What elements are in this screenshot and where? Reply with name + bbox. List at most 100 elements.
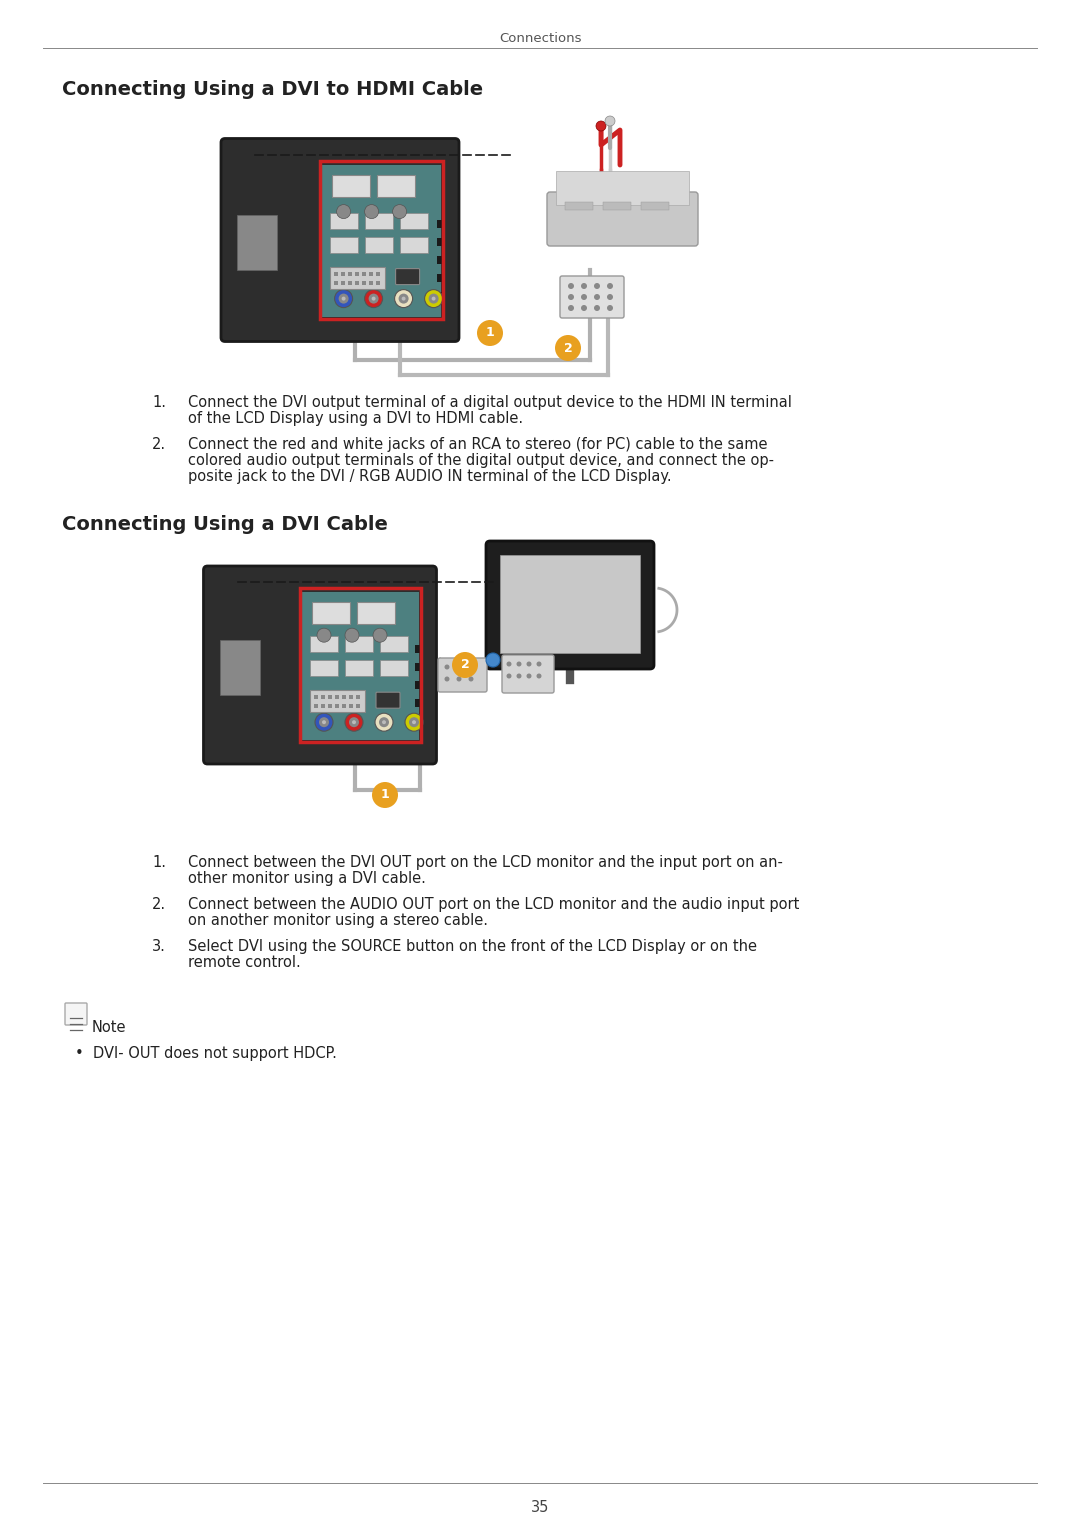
Text: 1.: 1. [152, 855, 166, 870]
Bar [334, 281, 338, 284]
Circle shape [457, 664, 461, 669]
Text: Connecting Using a DVI to HDMI Cable: Connecting Using a DVI to HDMI Cable [62, 79, 483, 99]
Bar [322, 165, 442, 316]
Bar [335, 695, 339, 699]
Circle shape [507, 661, 512, 666]
Circle shape [516, 661, 522, 666]
Bar [400, 237, 428, 252]
Circle shape [607, 282, 613, 289]
Circle shape [372, 296, 376, 301]
Bar [345, 660, 373, 676]
Circle shape [432, 296, 435, 301]
Bar [349, 704, 353, 709]
Bar [349, 695, 353, 699]
Text: Connect the DVI output terminal of a digital output device to the HDMI IN termin: Connect the DVI output terminal of a dig… [188, 395, 792, 411]
Bar [380, 637, 408, 652]
Circle shape [315, 713, 333, 731]
Circle shape [352, 721, 356, 724]
Bar [300, 588, 421, 742]
Circle shape [373, 628, 387, 643]
Text: colored audio output terminals of the digital output device, and connect the op-: colored audio output terminals of the di… [188, 454, 774, 467]
FancyBboxPatch shape [395, 269, 420, 284]
Bar [328, 695, 332, 699]
Bar [376, 281, 379, 284]
Circle shape [537, 673, 541, 678]
Text: on another monitor using a stereo cable.: on another monitor using a stereo cable. [188, 913, 488, 928]
Text: Connect between the AUDIO OUT port on the LCD monitor and the audio input port: Connect between the AUDIO OUT port on th… [188, 896, 799, 912]
Circle shape [339, 293, 349, 304]
Bar [376, 272, 379, 275]
Bar [302, 592, 419, 741]
Bar [320, 160, 443, 319]
Bar [400, 212, 428, 229]
Circle shape [469, 676, 473, 681]
Circle shape [581, 282, 588, 289]
Circle shape [457, 676, 461, 681]
Bar [365, 237, 393, 252]
Bar [310, 690, 365, 712]
Circle shape [429, 293, 438, 304]
Circle shape [607, 295, 613, 299]
Bar [237, 215, 276, 270]
Circle shape [424, 290, 443, 307]
Bar [348, 281, 352, 284]
Circle shape [341, 296, 346, 301]
Circle shape [382, 721, 386, 724]
Bar [500, 554, 640, 654]
Bar [340, 272, 345, 275]
Bar [642, 202, 669, 211]
Text: Connect the red and white jacks of an RCA to stereo (for PC) cable to the same: Connect the red and white jacks of an RC… [188, 437, 768, 452]
Circle shape [394, 290, 413, 307]
Circle shape [411, 721, 416, 724]
Bar [310, 660, 338, 676]
Circle shape [555, 334, 581, 360]
Circle shape [445, 676, 449, 681]
Circle shape [345, 713, 363, 731]
Bar [340, 281, 345, 284]
Bar [345, 637, 373, 652]
Circle shape [365, 205, 379, 218]
Text: 2: 2 [564, 342, 572, 354]
Circle shape [399, 293, 408, 304]
Text: of the LCD Display using a DVI to HDMI cable.: of the LCD Display using a DVI to HDMI c… [188, 411, 523, 426]
Bar [342, 704, 346, 709]
Circle shape [537, 661, 541, 666]
Circle shape [469, 664, 473, 669]
Bar [354, 281, 359, 284]
Circle shape [568, 305, 573, 312]
Circle shape [594, 305, 600, 312]
Circle shape [372, 782, 399, 808]
Bar [328, 704, 332, 709]
Bar [437, 273, 445, 282]
Bar [362, 272, 366, 275]
Bar [312, 602, 350, 625]
Bar [321, 695, 325, 699]
Circle shape [368, 293, 379, 304]
Text: 2.: 2. [152, 437, 166, 452]
Text: Select DVI using the SOURCE button on the front of the LCD Display or on the: Select DVI using the SOURCE button on th… [188, 939, 757, 954]
Text: 35: 35 [530, 1500, 550, 1515]
Circle shape [409, 718, 419, 727]
Bar [342, 695, 346, 699]
Circle shape [337, 205, 351, 218]
Bar [603, 202, 631, 211]
Bar [321, 704, 325, 709]
Bar [437, 257, 445, 264]
Text: 1: 1 [486, 327, 495, 339]
Bar [368, 281, 373, 284]
Circle shape [477, 321, 503, 347]
Bar [356, 704, 360, 709]
Text: Connections: Connections [499, 32, 581, 44]
Bar [415, 699, 422, 707]
Bar [415, 681, 422, 689]
Circle shape [596, 121, 606, 131]
Bar [415, 718, 422, 725]
Bar [437, 238, 445, 246]
Text: 1.: 1. [152, 395, 166, 411]
Circle shape [345, 628, 359, 643]
FancyBboxPatch shape [502, 655, 554, 693]
Bar [380, 660, 408, 676]
Bar [354, 272, 359, 275]
FancyBboxPatch shape [376, 692, 400, 709]
Circle shape [318, 628, 330, 643]
